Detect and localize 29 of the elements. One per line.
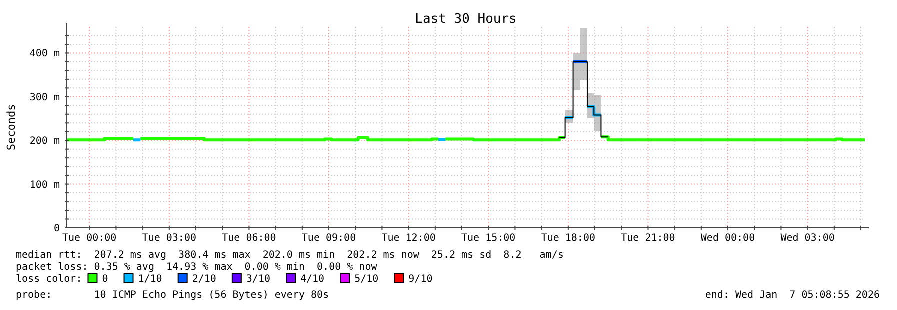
text: probe: 10 ICMP Echo Pings (56 Bytes) every 80s: [16, 290, 330, 301]
y-axis-title: Seconds: [5, 104, 18, 151]
y-tick-label: 400 m: [30, 48, 60, 60]
legend-label: 1/10: [138, 274, 162, 285]
x-tick-label: Tue 21:00: [621, 233, 676, 244]
y-tick-label: 0: [54, 224, 60, 234]
x-tick-label: Tue 00:00: [62, 233, 117, 244]
x-tick-label: Wed 00:00: [700, 233, 756, 244]
x-tick-label: Tue 18:00: [541, 233, 596, 244]
x-tick-label: Tue 15:00: [462, 233, 516, 244]
y-tick-label: 100 m: [30, 180, 60, 191]
legend-label: 0: [102, 274, 108, 285]
x-tick-label: Wed 03:00: [780, 233, 835, 244]
text: median rtt: 207.2 ms avg 380.4 ms max 202.0 ms min 202.2 ms now 25.2 ms sd 8.2 am/s: [16, 250, 564, 261]
legend-label: 5/10: [354, 274, 379, 285]
legend-label: 2/10: [192, 274, 216, 285]
legend-title: loss color:: [16, 274, 82, 285]
x-tick-label: Tue 06:00: [222, 233, 276, 244]
legend-label: 4/10: [300, 274, 325, 285]
text: end: Wed Jan 7 05:08:55 2026: [705, 290, 880, 301]
x-tick-label: Tue 12:00: [382, 233, 436, 244]
text: packet loss: 0.35 % avg 14.93 % max 0.00 % min 0.00 % now: [16, 262, 378, 273]
legend-label: 9/10: [408, 274, 433, 285]
x-tick-label: Tue 03:00: [142, 233, 197, 244]
legend-label: 3/10: [246, 274, 271, 285]
chart-title: Last 30 Hours: [415, 12, 517, 27]
x-tick-label: Tue 09:00: [302, 233, 356, 244]
y-tick-label: 200 m: [30, 136, 60, 148]
y-tick-label: 300 m: [30, 92, 60, 104]
